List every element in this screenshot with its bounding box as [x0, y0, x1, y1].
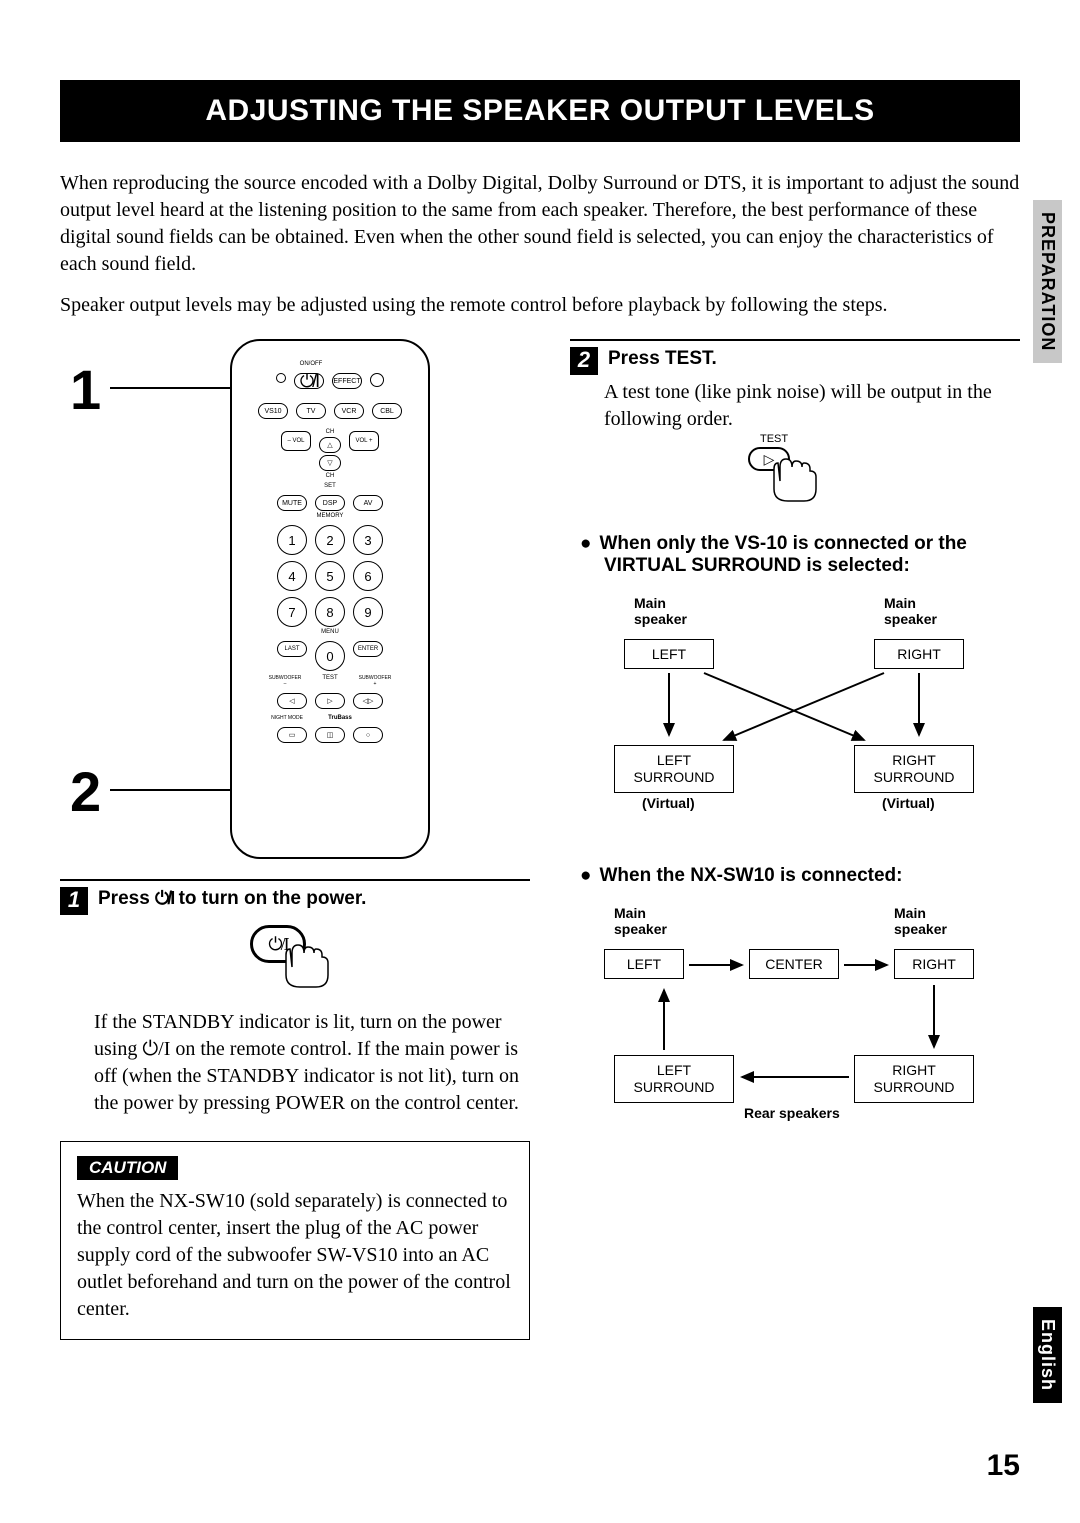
memory-label: MEMORY	[232, 513, 428, 519]
av-button: AV	[353, 495, 383, 511]
test-small-label: TEST	[760, 433, 788, 445]
menu-label: MENU	[232, 629, 428, 635]
step-2: 2 Press TEST. A test tone (like pink noi…	[570, 347, 1020, 513]
test-label-remote: TEST	[315, 675, 345, 687]
hand-icon	[278, 943, 338, 997]
night-mode-button: ▭	[277, 727, 307, 743]
hand-icon	[766, 457, 826, 511]
left-column: 1 2 ON/OFF ⏻/I EFFECT	[60, 339, 530, 1340]
night-mode-label: NIGHT MODE	[262, 715, 312, 721]
mute-button: MUTE	[277, 495, 307, 511]
last-button: LAST	[277, 641, 307, 657]
step-1-body: If the STANDBY indicator is lit, turn on…	[94, 1009, 530, 1117]
page-number: 15	[987, 1449, 1020, 1483]
key-5: 5	[315, 561, 345, 591]
step-2-body: A test tone (like pink noise) will be ou…	[604, 379, 1020, 433]
key-9: 9	[353, 597, 383, 627]
step-1-number: 1	[60, 887, 88, 915]
callout-1: 1	[70, 357, 101, 422]
callout-2: 2	[70, 759, 101, 824]
extra-button: ○	[353, 727, 383, 743]
key-8: 8	[315, 597, 345, 627]
device-vcr: VCR	[334, 403, 364, 419]
device-vs10: VS10	[258, 403, 288, 419]
remote-control-outline: ON/OFF ⏻/I EFFECT VS10 TV VCR CBL	[230, 339, 430, 859]
page-title: ADJUSTING THE SPEAKER OUTPUT LEVELS	[60, 80, 1020, 142]
ir-window	[370, 373, 384, 387]
key-1: 1	[277, 525, 307, 555]
trubass-label: TruBass	[320, 715, 360, 721]
device-tv: TV	[296, 403, 326, 419]
diagram-case-b: Mainspeaker Mainspeaker LEFT CENTER RIGH…	[604, 905, 1020, 1135]
key-6: 6	[353, 561, 383, 591]
trubass-button: ◫	[315, 727, 345, 743]
key-7: 7	[277, 597, 307, 627]
power-button: ⏻/I	[294, 373, 324, 389]
dsp-button: DSP	[315, 495, 345, 511]
caution-label: CAUTION	[77, 1156, 178, 1180]
sub-plus: ◁▷	[353, 693, 383, 709]
device-cbl: CBL	[372, 403, 402, 419]
diagram-case-a: Mainspeaker Mainspeaker LEFT RIGHT LEFTS…	[604, 595, 1020, 845]
remote-diagram: 1 2 ON/OFF ⏻/I EFFECT	[150, 339, 530, 879]
sub-minus: ◁	[277, 693, 307, 709]
right-column: 2 Press TEST. A test tone (like pink noi…	[570, 339, 1020, 1340]
step-2-title: Press TEST.	[608, 348, 717, 369]
key-0: 0	[315, 641, 345, 671]
press-power-illustration: ⏻/I	[250, 925, 340, 995]
vol-up: VOL +	[349, 431, 379, 451]
case-a-heading: When only the VS-10 is connected or the …	[580, 533, 1020, 577]
side-tab-preparation: PREPARATION	[1033, 200, 1062, 363]
caution-box: CAUTION When the NX-SW10 (sold separatel…	[60, 1141, 530, 1340]
intro-paragraph-2: Speaker output levels may be adjusted us…	[60, 292, 1020, 319]
enter-button: ENTER	[353, 641, 383, 657]
set-label: SET	[232, 483, 428, 489]
key-4: 4	[277, 561, 307, 591]
case-b-heading: When the NX-SW10 is connected:	[580, 865, 1020, 887]
step-1-title: Press ⏻/I to turn on the power.	[98, 888, 366, 909]
intro-paragraph-1: When reproducing the source encoded with…	[60, 170, 1020, 278]
test-button: ▷	[315, 693, 345, 709]
power-icon: ⏻/I	[155, 888, 173, 908]
key-2: 2	[315, 525, 345, 555]
onoff-label: ON/OFF	[296, 361, 326, 367]
effect-button: EFFECT	[332, 373, 362, 389]
step-2-number: 2	[570, 347, 598, 375]
vol-down: – VOL	[281, 431, 311, 451]
step-1: 1 Press ⏻/I to turn on the power. ⏻/I If…	[60, 887, 530, 1117]
caution-body: When the NX-SW10 (sold separately) is co…	[77, 1188, 513, 1323]
key-3: 3	[353, 525, 383, 555]
side-tab-language: English	[1033, 1307, 1062, 1403]
